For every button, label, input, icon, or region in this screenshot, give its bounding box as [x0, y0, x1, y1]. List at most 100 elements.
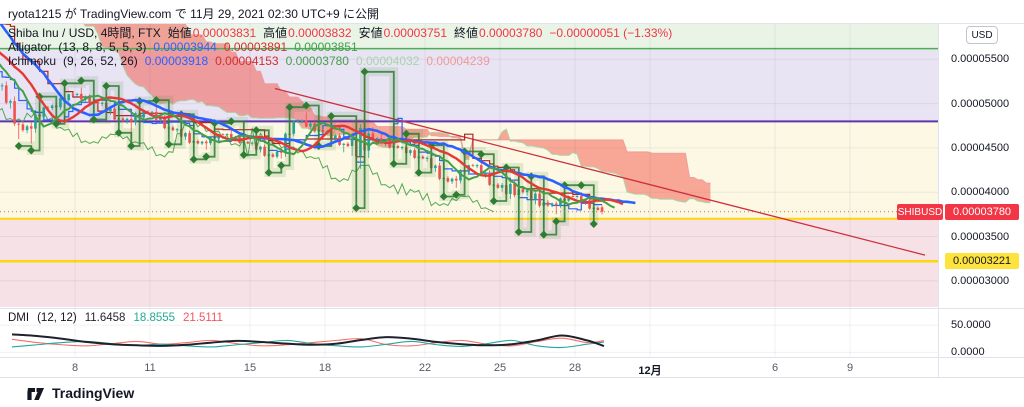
symbol-price-label: SHIBUSD: [897, 204, 943, 220]
fractal-diamond: [114, 128, 123, 137]
ichimoku-conversion-value: 0.00003918: [144, 54, 209, 68]
fractal-diamond: [589, 220, 598, 229]
fractal-diamond: [227, 117, 236, 126]
ichimoku-cloud: [84, 24, 711, 203]
zigzag-line: [18, 70, 595, 236]
price-tick-label: 0.00005500: [951, 53, 1010, 66]
price-tick-label: 0.00003000: [951, 274, 1010, 287]
alligator-jaw-value: 0.00003944: [153, 40, 217, 54]
time-tick-label: 22: [418, 362, 432, 374]
fractal-diamond: [189, 155, 198, 164]
alligator-line: [0, 24, 636, 205]
dmi-params: (12, 12): [37, 312, 77, 324]
fractal-diamond: [477, 150, 486, 159]
fractal-diamond: [327, 112, 336, 121]
main-pane: [0, 24, 938, 307]
current-price-badge: 0.00003780: [945, 204, 1019, 220]
fractal-diamond: [164, 140, 173, 149]
time-tick-label: 28: [568, 362, 582, 374]
time-tick-label: 8: [71, 362, 79, 374]
fractal-diamond: [60, 79, 69, 88]
price-tick-label: 0.00004000: [951, 186, 1010, 199]
fractal-diamond: [27, 146, 36, 155]
dmi-minus-di-value: 21.5111: [183, 312, 223, 324]
fractal-diamond: [514, 227, 523, 236]
dmi-line: [11, 333, 605, 347]
currency-button[interactable]: USD: [966, 26, 998, 44]
fractal-diamond: [414, 168, 423, 177]
fractal-diamond: [439, 192, 448, 201]
alligator-params: (13, 8, 8, 5, 5, 3): [58, 40, 147, 54]
alligator-legend-row: Alligator (13, 8, 8, 5, 5, 3) 0.00003944…: [8, 41, 358, 54]
ichimoku-title: Ichimoku: [8, 54, 57, 68]
dmi-title: DMI: [8, 312, 30, 324]
time-tick-label: 18: [318, 362, 332, 374]
ichimoku-legend-row: Ichimoku (9, 26, 52, 26) 0.00003918 0.00…: [8, 55, 490, 68]
fractal-diamond: [239, 150, 248, 159]
ichimoku-params: (9, 26, 52, 26): [63, 54, 138, 68]
alligator-title: Alligator: [8, 40, 52, 54]
fractal-diamond: [352, 204, 361, 213]
time-tick-label: 15: [243, 362, 257, 374]
time-tick-label: 6: [771, 362, 779, 374]
fractal-diamond: [102, 81, 111, 90]
alligator-lips-value: 0.00003851: [294, 40, 358, 54]
ichimoku-base-value: 0.00004153: [215, 54, 279, 68]
fractal-diamond: [360, 67, 369, 76]
price-zone-band: [0, 24, 938, 49]
ichimoku-lead1-value: 0.00004032: [355, 54, 420, 68]
time-tick-label: 11: [144, 362, 156, 374]
symbol-title: Shiba Inu / USD, 4時間, FTX: [8, 26, 161, 40]
fractal-diamond: [202, 152, 211, 161]
fractal-diamond: [489, 196, 498, 205]
fractal-diamond: [89, 115, 98, 124]
fractal-diamond: [77, 76, 86, 85]
fractal-diamond: [252, 126, 261, 135]
ichimoku-lagging-value: 0.00003780: [285, 54, 349, 68]
ohlc-low: 安値 0.00003751: [358, 26, 447, 40]
price-tick-label: 0.00005000: [951, 97, 1010, 110]
ohlc-high: 高値 0.00003832: [263, 26, 352, 40]
tradingview-logo-icon[interactable]: [27, 384, 45, 402]
dmi-plus-di-value: 18.8555: [133, 312, 176, 324]
ichimoku-lead2-value: 0.00004239: [426, 54, 490, 68]
dmi-legend-row: DMI (12, 12) 11.6458 18.8555 21.5111: [8, 312, 223, 324]
footer-bar: TradingView: [0, 378, 1024, 407]
price-tick-label: 0.00003500: [951, 230, 1010, 243]
chikou-line: [0, 107, 494, 213]
time-tick-label: 12月: [638, 365, 662, 377]
time-tick-label: 9: [846, 362, 854, 374]
brand-name[interactable]: TradingView: [52, 384, 135, 401]
alligator-teeth-value: 0.00003891: [223, 40, 288, 54]
fractal-diamond: [152, 96, 161, 105]
alligator-line: [0, 51, 624, 206]
fractal-diamond: [539, 230, 548, 239]
descending-trendline: [274, 87, 926, 256]
dmi-tick-label: 0.0000: [951, 346, 985, 359]
fractal-diamond: [14, 142, 23, 151]
dmi-pane: [0, 324, 938, 353]
publish-info: ryota1215 が TradingView.com で 11月 29, 20…: [8, 7, 379, 21]
time-tick-label: 25: [493, 362, 507, 374]
price-tick-label: 0.00004500: [951, 141, 1010, 154]
alligator-line: [0, 63, 616, 209]
fractal-diamond: [402, 129, 411, 138]
fractal-diamond: [127, 142, 136, 151]
fractal-diamond: [264, 168, 273, 177]
dmi-tick-label: 50.0000: [951, 319, 991, 332]
fractal-diamond: [552, 217, 561, 226]
level-price-badge: 0.00003221: [945, 253, 1019, 269]
fractal-diamond: [277, 161, 286, 170]
symbol-legend-row: Shiba Inu / USD, 4時間, FTX 始値 0.00003831 高…: [8, 27, 672, 40]
fractal-diamond: [285, 103, 294, 112]
fractal-diamond: [452, 190, 461, 199]
price-zone-band: [0, 218, 938, 307]
ohlc-change: −0.00000051 (−1.33%): [549, 26, 673, 40]
dmi-adx-value: 11.6458: [84, 312, 126, 324]
fractal-diamond: [389, 159, 398, 168]
ohlc-close: 終値 0.00003780: [454, 26, 543, 40]
fractal-diamond: [577, 181, 586, 190]
ohlc-open: 始値 0.00003831: [167, 26, 257, 40]
